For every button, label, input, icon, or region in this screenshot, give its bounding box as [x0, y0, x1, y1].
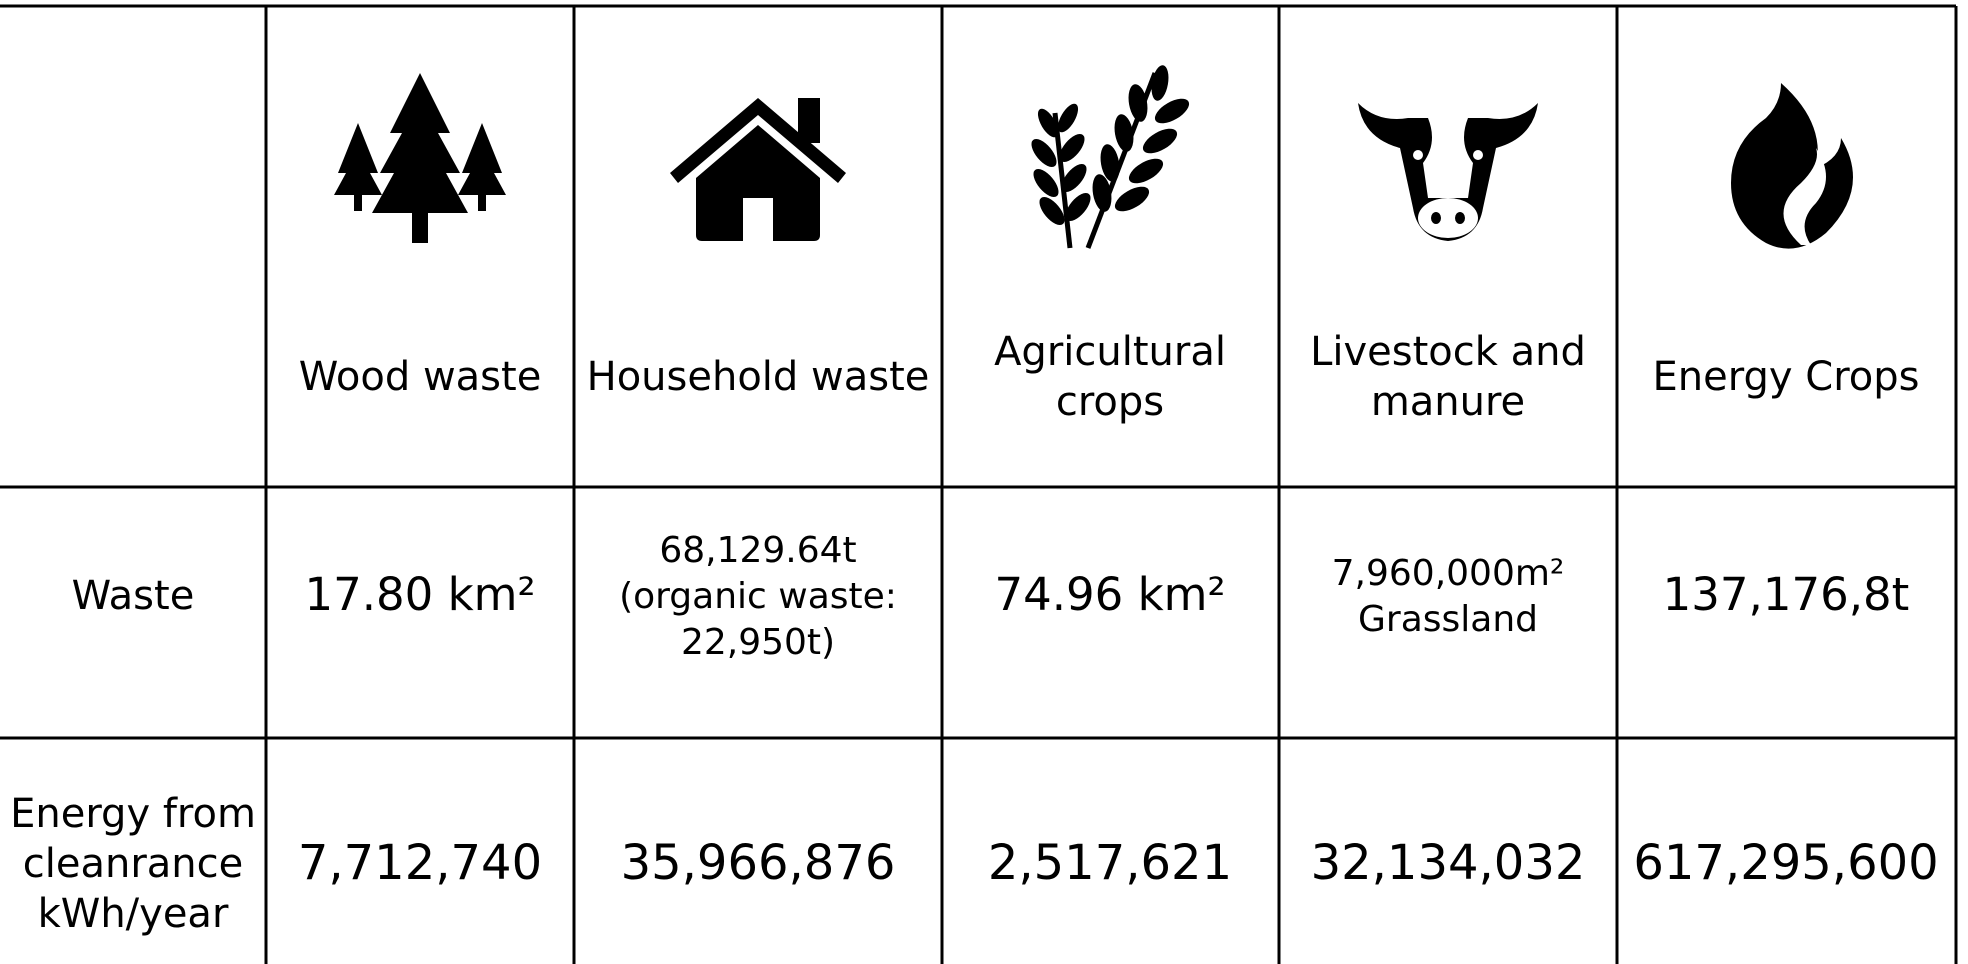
tree-icon — [334, 73, 506, 243]
cell: 617,295,600 — [1633, 835, 1938, 891]
cell: 7,960,000m² — [1332, 553, 1565, 594]
cell: 68,129.64t — [659, 530, 856, 571]
column-header: Household waste — [587, 354, 930, 400]
cell: 74.96 km² — [994, 568, 1225, 621]
wheat-icon — [1031, 65, 1190, 249]
column-header: manure — [1371, 379, 1525, 425]
cell: Grassland — [1358, 599, 1538, 640]
column-header: crops — [1056, 379, 1164, 425]
row-label: cleanrance — [23, 841, 244, 887]
cell: 22,950t) — [681, 622, 835, 663]
row-label: Waste — [72, 573, 195, 619]
row-label: Energy from — [10, 791, 256, 837]
column-header: Wood waste — [299, 354, 542, 400]
cell: 7,712,740 — [298, 835, 542, 891]
cell: 17.80 km² — [304, 568, 535, 621]
column-header: Livestock and — [1310, 329, 1586, 375]
flame-icon — [1731, 83, 1853, 249]
cell: 137,176,8t — [1663, 568, 1910, 621]
grid — [0, 4, 1958, 964]
row-label: kWh/year — [38, 891, 229, 937]
cell: (organic waste: — [619, 576, 897, 617]
cell: 32,134,032 — [1311, 835, 1586, 891]
cell: 35,966,876 — [621, 835, 896, 891]
column-header: Agricultural — [994, 329, 1226, 375]
house-icon — [670, 98, 846, 241]
cell: 2,517,621 — [988, 835, 1232, 891]
column-header: Energy Crops — [1653, 354, 1920, 400]
cow-icon — [1358, 103, 1538, 241]
